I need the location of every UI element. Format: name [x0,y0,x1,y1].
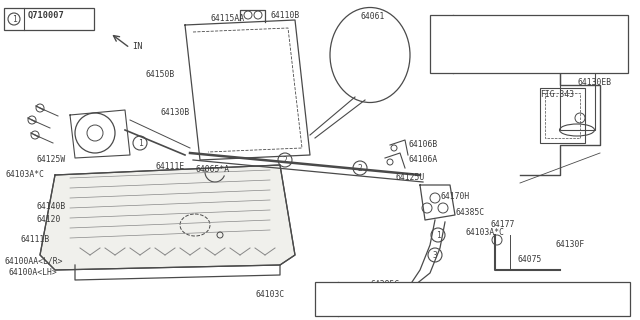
Text: 'HINGE & POWER UNIT ASSEMBLY': 'HINGE & POWER UNIT ASSEMBLY' [342,299,483,308]
Text: 64103A*C: 64103A*C [5,170,44,179]
Text: 64111B: 64111B [20,235,49,244]
Text: 64170H: 64170H [440,192,469,201]
Text: UNIT ASSEMBLY': UNIT ASSEMBLY' [457,59,550,68]
Text: 64120: 64120 [36,215,60,224]
Text: 2: 2 [358,164,362,172]
Polygon shape [40,165,295,270]
Bar [315,282,630,316]
Bar [545,93,580,138]
Text: 64065*A: 64065*A [195,165,229,174]
Text: 3: 3 [440,39,444,49]
Text: 2: 2 [324,294,330,303]
Text: 64075: 64075 [517,255,541,264]
Text: IN: IN [132,42,143,51]
Text: Q710007: Q710007 [28,11,65,20]
Text: This parts include in64170H: This parts include in64170H [342,285,474,294]
Text: 64150B: 64150B [145,70,174,79]
Text: 64385C: 64385C [455,208,484,217]
Text: 64125U: 64125U [395,173,424,182]
Text: 1: 1 [12,14,17,23]
Text: 64130F: 64130F [555,240,584,249]
Text: FIG.343: FIG.343 [540,90,574,99]
Text: 1: 1 [436,230,440,239]
Bar [540,88,585,143]
Text: 64110B: 64110B [270,11,300,20]
Text: A640001403: A640001403 [581,301,630,310]
Text: 64125W: 64125W [36,155,65,164]
Text: 64106B: 64106B [408,140,437,149]
Text: 64106A: 64106A [408,155,437,164]
Text: 64130B: 64130B [160,108,189,117]
Bar [430,15,628,73]
Text: 64100A<LH>: 64100A<LH> [8,268,57,277]
Text: 64115AA: 64115AA [210,14,244,23]
Bar [560,50,595,130]
Text: 64140B: 64140B [36,202,65,211]
Text: 3: 3 [433,251,437,260]
Text: 'SLIDE &: 'SLIDE & [457,46,496,55]
Text: 1: 1 [138,139,143,148]
Text: 2: 2 [283,156,287,164]
Text: 64061: 64061 [360,12,385,21]
Text: This parts include: This parts include [457,20,545,29]
Text: 64103A*C: 64103A*C [465,228,504,237]
Text: 64130EB: 64130EB [578,78,612,87]
Text: 64100AA<L/R>: 64100AA<L/R> [4,256,63,265]
Text: 64103C: 64103C [255,290,284,299]
Text: 64385C: 64385C [370,280,399,289]
Text: 64177: 64177 [490,220,515,229]
Text: 64111E: 64111E [156,162,185,171]
Text: inFIG.640-6: inFIG.640-6 [457,33,511,42]
